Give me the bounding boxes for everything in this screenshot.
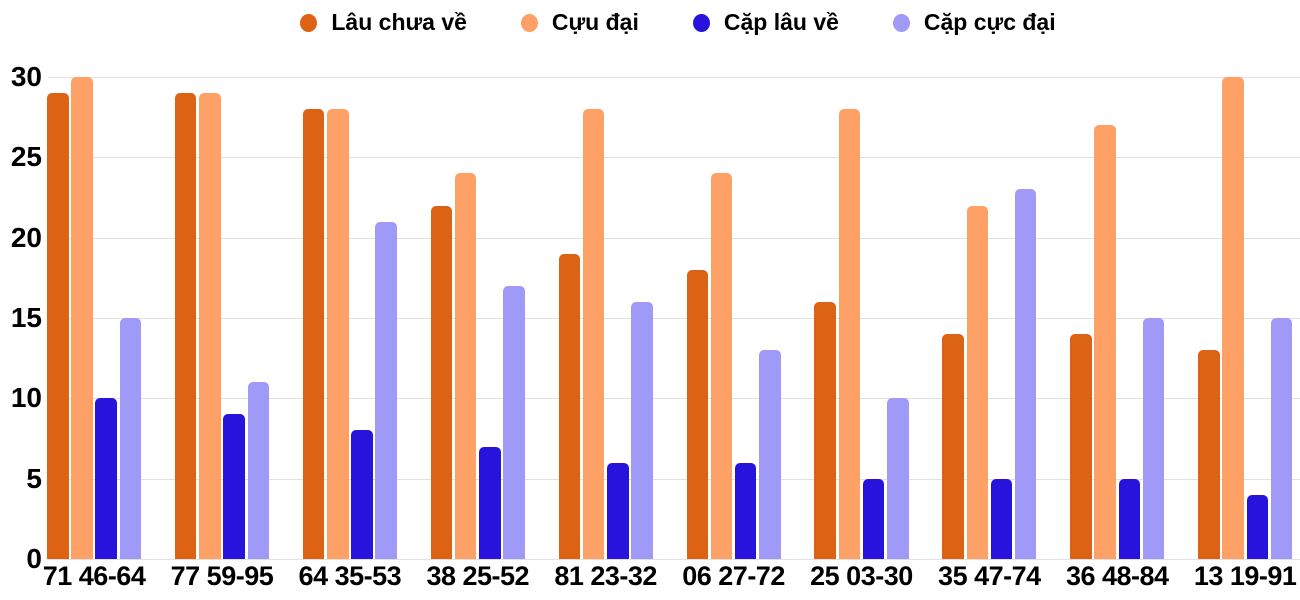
bar-series0-group9	[1198, 350, 1220, 559]
y-axis-tick-label-15: 15	[10, 302, 42, 333]
bar-series3-group8	[1142, 318, 1165, 559]
x-axis-category-label-7: 35 47-74	[938, 561, 1041, 591]
bar-series2-group9	[1246, 494, 1268, 559]
x-axis-category-label-5: 06 27-72	[682, 561, 785, 591]
legend-marker-circle-icon	[300, 13, 318, 32]
bar-series0-group3	[430, 205, 453, 559]
bar-series0-group8	[1070, 334, 1092, 559]
bar-series1-group9	[1222, 77, 1244, 559]
bar-series2-group5	[734, 462, 757, 559]
bar-series1-group4	[582, 109, 605, 559]
legend-marker-circle-icon	[692, 13, 710, 32]
bar-series2-group3	[479, 446, 501, 559]
bar-series1-group3	[454, 173, 477, 559]
bar-series1-group2	[327, 109, 349, 559]
bar-series1-group0	[71, 77, 93, 559]
y-axis-tick-label-25: 25	[10, 141, 42, 173]
legend-marker-circle-icon	[892, 13, 910, 32]
legend-item-2: Cặp lâu về	[692, 9, 839, 36]
bar-series0-group1	[174, 93, 197, 559]
bar-series3-group3	[503, 285, 525, 559]
bar-series1-group6	[838, 109, 861, 559]
bar-series2-group7	[990, 478, 1013, 559]
gridline-5	[48, 478, 1300, 480]
bar-series1-group1	[199, 93, 221, 559]
x-axis-category-label-4: 81 23-32	[554, 561, 657, 591]
legend-item-0: Lâu chưa về	[300, 9, 467, 36]
bar-series0-group0	[47, 93, 69, 559]
bar-series0-group2	[302, 109, 325, 559]
gridline-20	[48, 237, 1300, 239]
y-axis-tick-label-30: 30	[10, 61, 42, 92]
x-axis-category-label-1: 77 59-95	[170, 561, 274, 591]
bar-series3-group2	[375, 221, 397, 559]
bar-series2-group6	[862, 478, 885, 559]
x-axis-category-label-8: 36 48-84	[1065, 561, 1169, 591]
y-axis-tick-label-5: 5	[26, 462, 42, 494]
bar-series3-group4	[631, 301, 653, 559]
gridline-30	[48, 77, 1300, 78]
legend-marker-circle-icon	[520, 13, 538, 32]
bar-series2-group2	[351, 430, 373, 559]
chart-legend: Lâu chưa về Cựu đại Cặp lâu về Cặp cực đại	[28, 9, 1300, 36]
legend-label: Cặp cực đại	[923, 9, 1056, 35]
gridline-0	[48, 559, 1300, 560]
x-axis-category-label-3: 38 25-52	[426, 561, 530, 591]
bar-series2-group1	[223, 414, 245, 559]
bar-series1-group7	[966, 205, 988, 559]
y-axis-tick-label-10: 10	[10, 382, 42, 414]
y-axis-tick-label-20: 20	[10, 221, 42, 253]
gridline-15	[48, 318, 1300, 319]
bar-series1-group5	[710, 173, 733, 559]
gridline-25	[48, 157, 1300, 159]
gridline-10	[48, 398, 1300, 400]
bar-series2-group0	[95, 398, 117, 559]
bar-series0-group5	[686, 269, 708, 559]
bar-series3-group7	[1014, 189, 1037, 559]
x-axis-category-label-0: 71 46-64	[42, 561, 146, 591]
legend-label: Cặp lâu về	[723, 9, 839, 35]
bar-series3-group5	[759, 350, 781, 559]
legend-label: Lâu chưa về	[331, 9, 467, 35]
x-axis-category-label-2: 64 35-53	[298, 561, 402, 591]
bar-series1-group8	[1094, 125, 1116, 559]
x-axis-category-label-6: 25 03-30	[810, 561, 913, 591]
bar-series2-group8	[1118, 478, 1141, 559]
bar-series0-group6	[814, 301, 836, 559]
legend-item-3: Cặp cực đại	[892, 9, 1056, 36]
bar-series0-group4	[558, 253, 581, 559]
bar-series0-group7	[942, 334, 964, 559]
x-axis-category-label-9: 13 19-91	[1193, 561, 1297, 591]
bar-series3-group0	[119, 318, 142, 559]
bar-series3-group6	[887, 398, 909, 559]
legend-item-1: Cựu đại	[520, 9, 639, 36]
y-axis-tick-label-0: 0	[26, 543, 42, 574]
legend-label: Cựu đại	[551, 9, 639, 35]
bar-series3-group1	[247, 382, 269, 559]
bar-series2-group4	[607, 462, 629, 559]
bar-series3-group9	[1270, 318, 1293, 559]
